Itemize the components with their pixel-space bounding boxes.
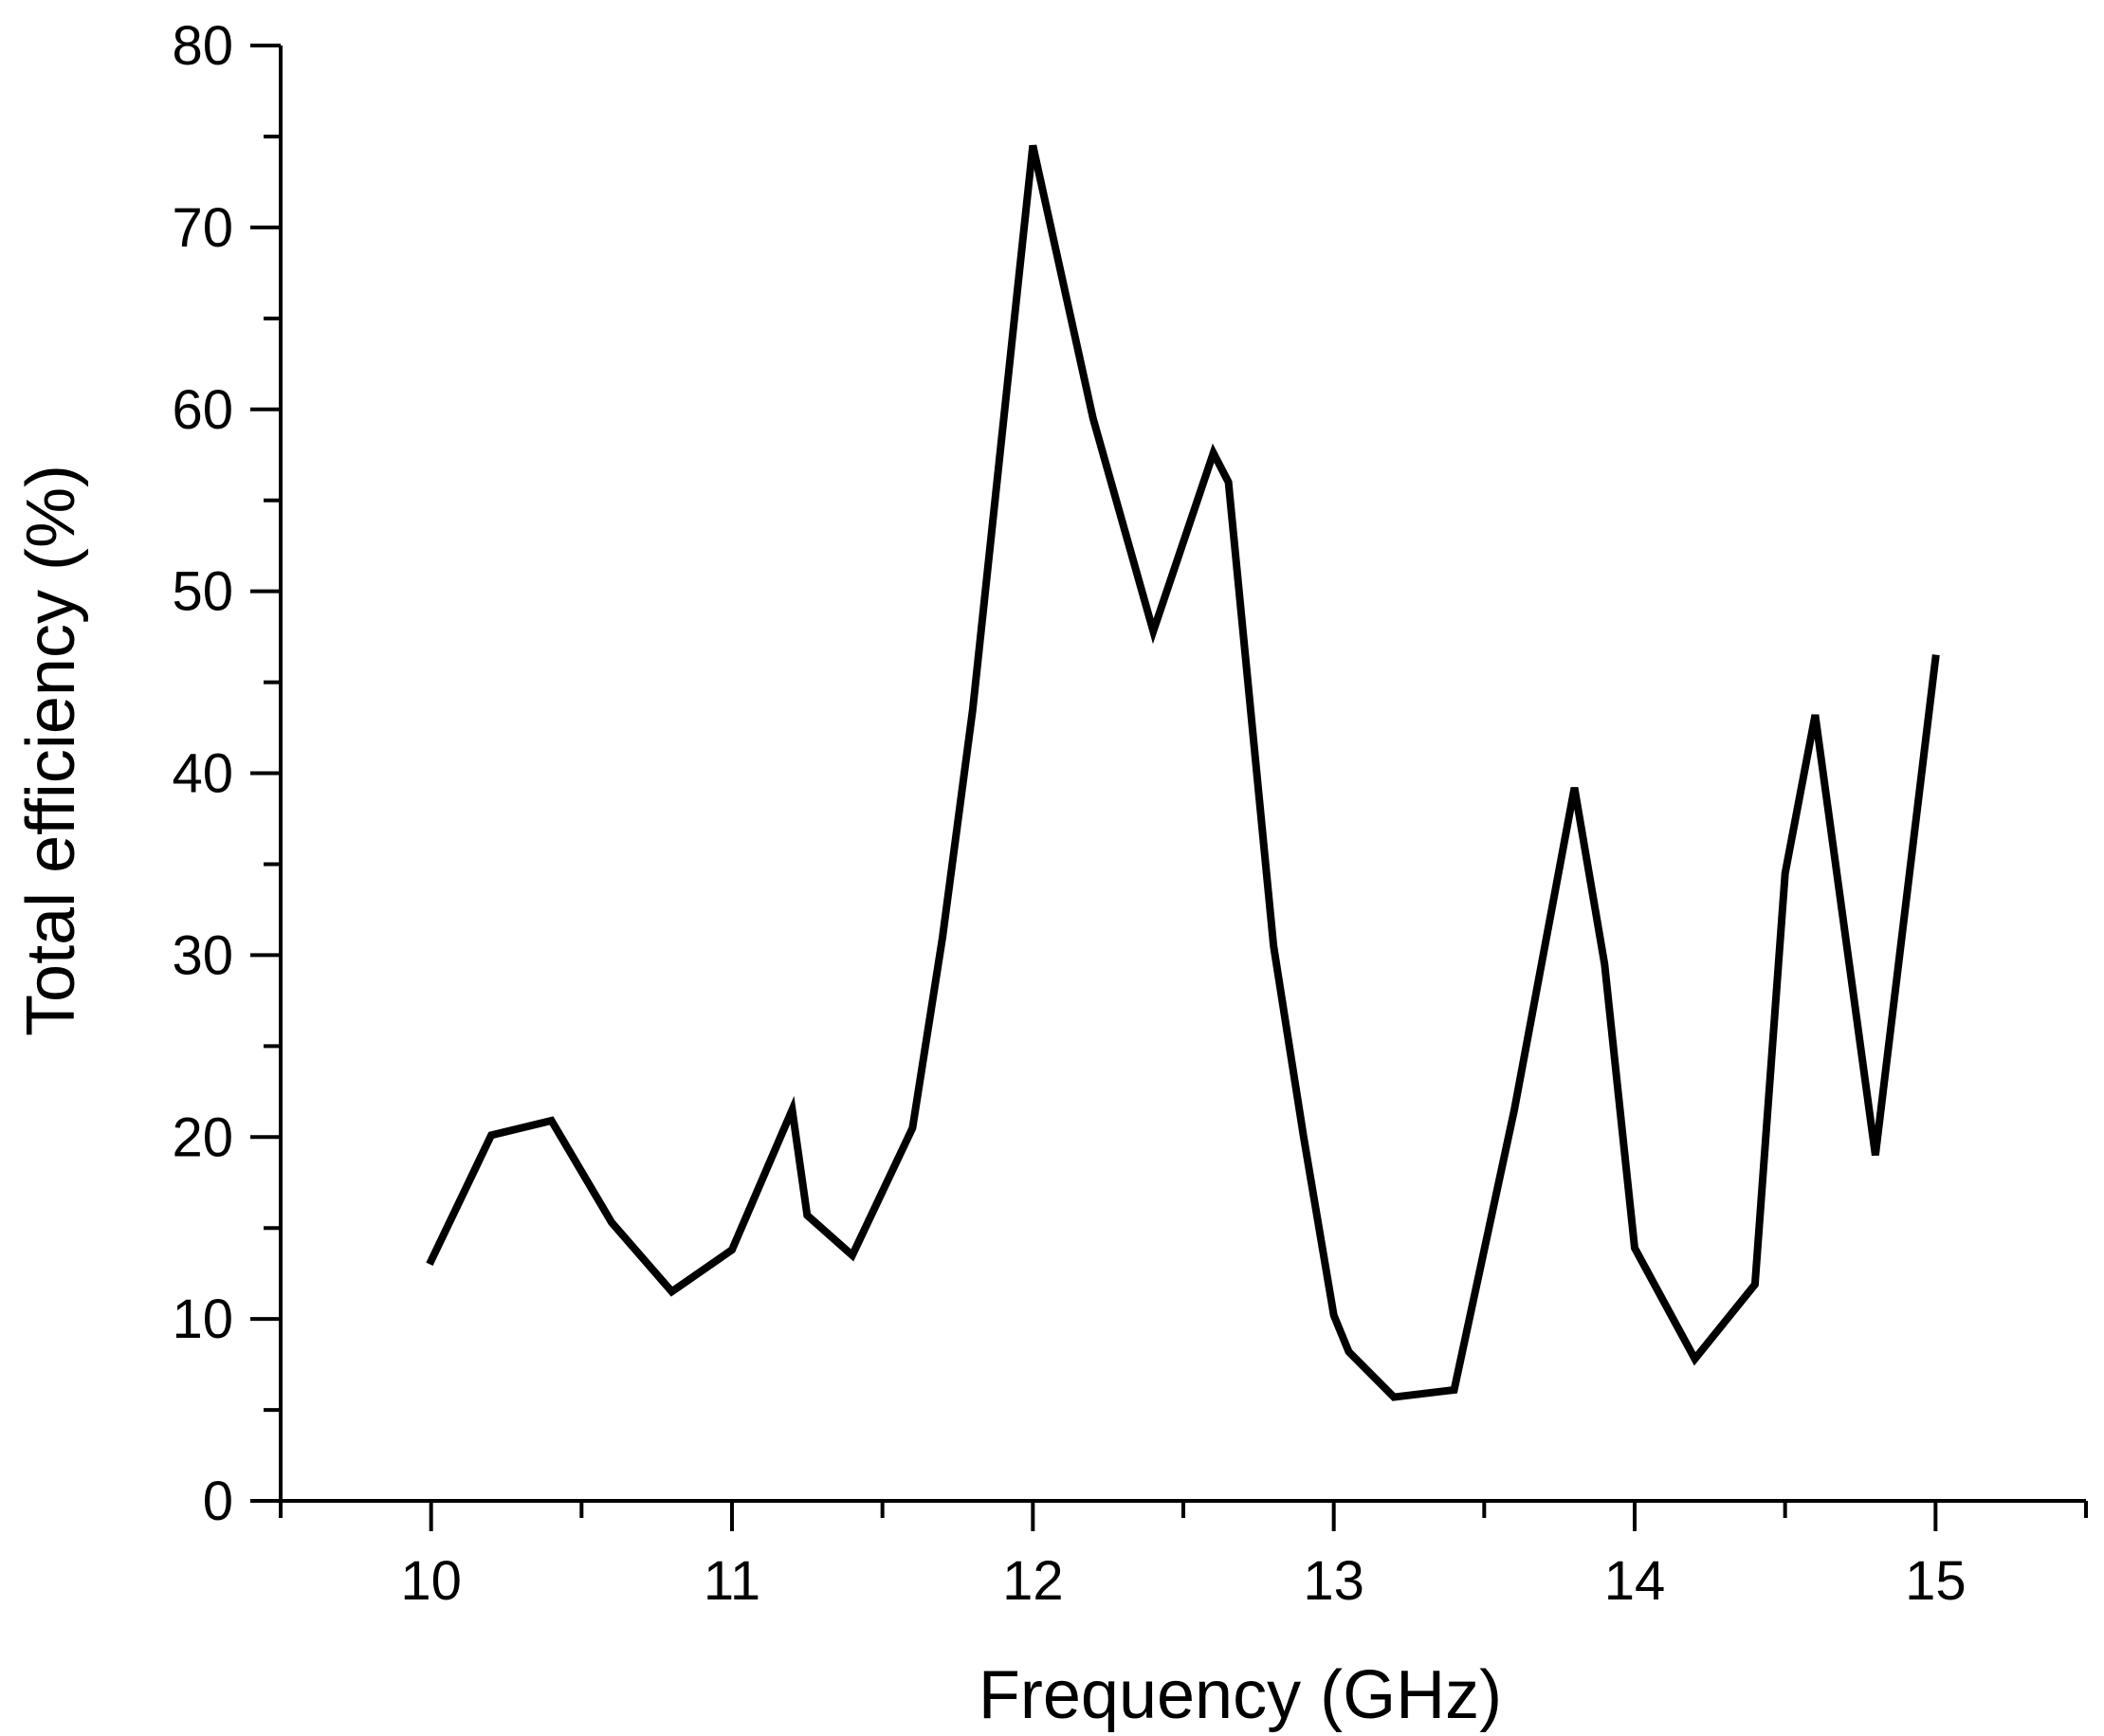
x-axis-ticks xyxy=(279,1501,2088,1531)
x-axis-tick-labels: 10 11 12 13 14 15 xyxy=(400,1550,1966,1612)
x-tick-label: 13 xyxy=(1303,1550,1364,1612)
x-tick-label: 14 xyxy=(1604,1550,1666,1612)
y-axis-title: Total efficiency (%) xyxy=(13,465,89,1036)
y-axis-tick-labels: 0 10 20 30 40 50 60 70 80 xyxy=(172,15,233,1532)
y-tick-label: 60 xyxy=(172,379,233,441)
y-tick-label: 30 xyxy=(172,924,233,986)
y-tick-label: 10 xyxy=(172,1288,233,1350)
y-tick-label: 50 xyxy=(172,561,233,623)
y-tick-label: 70 xyxy=(172,197,233,259)
y-tick-label: 40 xyxy=(172,743,233,805)
x-axis-title: Frequency (GHz) xyxy=(979,1657,1502,1733)
y-axis-ticks xyxy=(250,44,281,1503)
x-tick-label: 15 xyxy=(1905,1550,1967,1612)
y-tick-label: 0 xyxy=(203,1471,233,1532)
x-tick-label: 11 xyxy=(704,1550,760,1612)
x-tick-label: 12 xyxy=(1002,1550,1064,1612)
axes xyxy=(279,46,2086,1503)
y-tick-label: 80 xyxy=(172,15,233,77)
x-tick-label: 10 xyxy=(400,1550,462,1612)
y-tick-label: 20 xyxy=(172,1106,233,1168)
efficiency-series-line xyxy=(426,144,1940,1401)
